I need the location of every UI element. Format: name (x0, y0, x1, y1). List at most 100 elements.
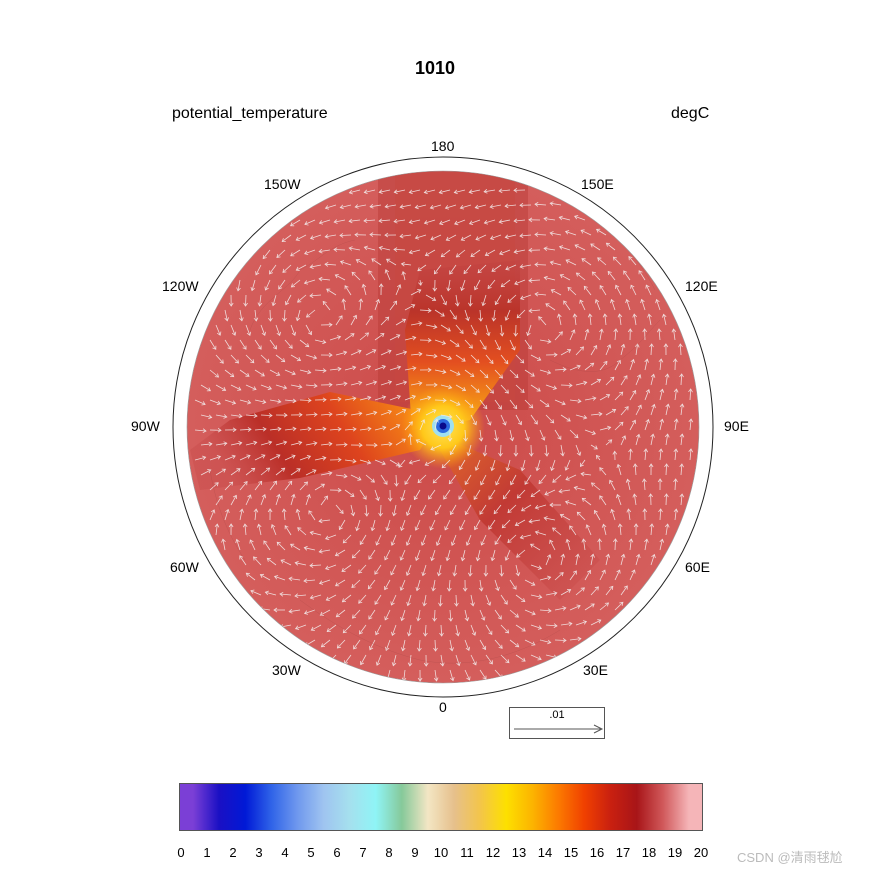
wind-arrow-head (658, 358, 664, 363)
wind-arrow-head (427, 367, 432, 373)
wind-arrow-head (363, 245, 368, 251)
wind-arrow-head (216, 400, 221, 406)
wind-arrow (251, 279, 256, 291)
wind-arrow (245, 324, 251, 336)
wind-arrow-head (616, 359, 621, 364)
wind-arrow (477, 264, 487, 273)
wind-arrow (613, 256, 622, 266)
wind-arrow (385, 269, 391, 281)
wind-arrow-head (268, 413, 273, 418)
wind-arrow-head (587, 313, 593, 318)
wind-arrow (269, 339, 277, 350)
wind-arrow (380, 474, 388, 485)
wind-arrow-head (372, 380, 378, 385)
wind-arrow (365, 381, 377, 386)
wind-arrow-head (448, 384, 453, 390)
wind-arrow (447, 279, 451, 291)
wind-arrow (275, 441, 287, 446)
wind-arrow (528, 279, 541, 282)
wind-arrow-head (594, 586, 599, 591)
wind-arrow-head (338, 315, 343, 320)
wind-arrow (544, 247, 556, 251)
wind-arrow-head (528, 308, 533, 314)
wind-arrow-head (306, 455, 312, 460)
wind-arrow-head (268, 317, 273, 322)
wind-arrow-head (464, 617, 470, 622)
wind-arrow (239, 509, 243, 521)
wind-arrow-head (433, 382, 438, 388)
wind-arrow (580, 229, 592, 236)
wind-arrow (335, 413, 347, 416)
wind-arrow (304, 279, 316, 284)
wind-arrow-head (664, 463, 669, 468)
wind-arrow (374, 299, 380, 311)
wind-arrow (590, 586, 599, 596)
wind-arrow-head (617, 313, 623, 318)
wind-arrow-head (245, 572, 250, 577)
wind-arrow-head (597, 257, 602, 262)
wind-arrow-head (636, 433, 641, 438)
wind-arrow-head (613, 328, 619, 333)
wind-arrow (575, 346, 584, 356)
wind-arrow (629, 569, 635, 581)
wind-arrow (326, 624, 337, 632)
wind-arrow (545, 554, 551, 566)
wind-arrow (494, 429, 498, 441)
wind-arrow-head (672, 358, 678, 363)
wind-arrow-head (432, 617, 437, 622)
wind-arrow (635, 434, 640, 446)
wind-arrow-head (534, 202, 539, 207)
wind-arrow (629, 420, 636, 431)
wind-arrow-head (444, 205, 450, 210)
wind-arrow-head (459, 526, 464, 531)
wind-arrow (456, 249, 466, 258)
wind-arrow (395, 319, 406, 326)
wind-arrow (284, 455, 296, 461)
wind-arrow (352, 549, 361, 559)
wind-arrow-head (343, 442, 348, 448)
wind-arrow-head (418, 281, 423, 286)
wind-arrow-head (507, 298, 512, 303)
wind-arrow-head (601, 569, 606, 574)
wind-arrow (552, 527, 562, 536)
wind-arrow-head (375, 661, 381, 666)
wind-arrow (482, 294, 487, 306)
wind-arrow-head (534, 530, 540, 535)
wind-arrow (194, 456, 206, 461)
wind-arrow (299, 399, 312, 401)
wind-arrow-head (367, 426, 372, 432)
wind-arrow-head (538, 594, 543, 600)
wind-arrow (569, 525, 577, 536)
wind-arrow (269, 454, 281, 461)
wind-arrow-head (418, 351, 423, 357)
wind-arrow-head (420, 511, 425, 516)
wind-arrow (350, 382, 362, 386)
wind-arrow-head (383, 480, 388, 485)
wind-arrow (349, 219, 361, 222)
wind-arrow (569, 570, 577, 581)
wind-arrow-head (558, 245, 564, 250)
wind-arrow-head (216, 331, 222, 336)
wind-arrow (590, 345, 597, 356)
wind-arrow-head (482, 645, 487, 651)
wind-arrow (303, 579, 316, 582)
wind-arrow-head (499, 250, 504, 256)
wind-arrow-head (423, 632, 428, 637)
wind-arrow-head (612, 256, 617, 261)
wind-arrow-head (352, 614, 357, 619)
lon-label-60w: 60W (170, 559, 199, 575)
wind-arrow-head (507, 508, 512, 514)
wind-arrow (484, 219, 496, 224)
wind-arrow-head (474, 286, 479, 291)
wind-arrow-head (318, 220, 324, 225)
wind-arrow (391, 624, 397, 636)
wind-arrow-head (384, 269, 390, 274)
wind-arrow (464, 339, 473, 349)
wind-arrow-head (384, 232, 389, 238)
wind-arrow-head (399, 204, 404, 209)
wind-arrow (521, 504, 532, 512)
wind-arrow-head (650, 373, 656, 378)
wind-arrow (245, 441, 257, 446)
wind-arrow-head (313, 441, 318, 446)
